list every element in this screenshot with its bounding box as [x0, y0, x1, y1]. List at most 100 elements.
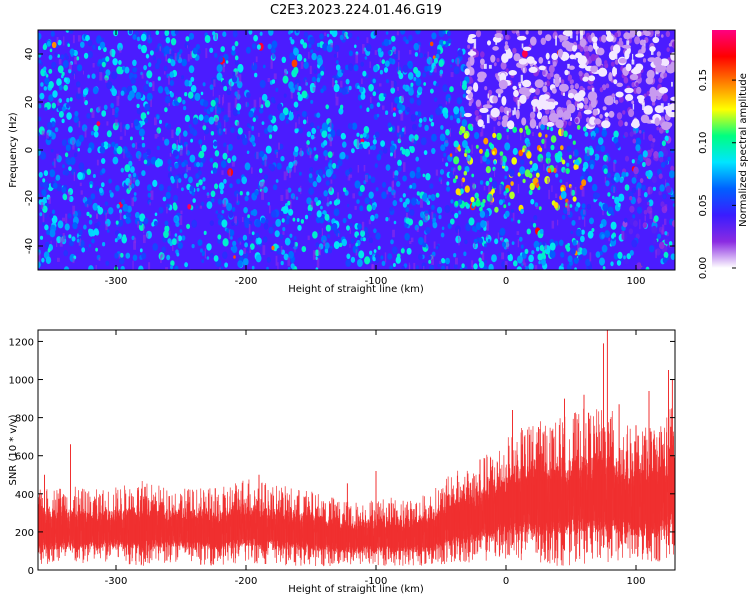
spectrogram-cell: [42, 178, 46, 183]
spectrogram-cell: [485, 158, 491, 165]
spectrogram-cell: [140, 33, 147, 42]
spectrogram-cell: [159, 119, 162, 124]
spectrogram-cell: [354, 205, 357, 210]
spectrogram-cell: [417, 200, 420, 205]
spectrogram-cell: [313, 147, 317, 151]
spectrogram-cell: [449, 64, 453, 68]
spectrogram-cell: [55, 174, 61, 181]
spectrogram-cell: [661, 34, 664, 38]
spectrogram-cell: [463, 132, 469, 139]
spectrogram-cell: [202, 185, 206, 190]
spectrogram-cell: [632, 53, 634, 62]
spectrogram-cell: [357, 259, 363, 267]
spectrogram-cell: [203, 114, 210, 123]
spectrogram-cell: [661, 140, 667, 147]
spectrogram-cell: [479, 148, 483, 154]
spectrogram-cell: [338, 107, 344, 115]
spectrogram-cell: [315, 267, 319, 270]
spectrogram-cell: [184, 79, 190, 87]
spectrogram-cell: [584, 217, 586, 227]
spectrogram-cell: [454, 212, 459, 219]
spectrogram-cell: [192, 47, 198, 55]
spectrogram-cell: [480, 155, 483, 164]
spectrogram-cell: [316, 42, 321, 48]
spectrogram-cell: [263, 186, 268, 193]
spectrogram-cell: [635, 63, 644, 71]
spectrogram-cell: [501, 238, 504, 242]
spectrogram-cell: [613, 137, 619, 144]
spectrogram-cell: [125, 123, 130, 130]
spectrogram-cell: [476, 197, 480, 202]
spectrogram-cell: [372, 256, 376, 262]
spectrogram-cell: [418, 237, 424, 245]
spectrogram-cell: [468, 101, 472, 107]
spectrogram-cell: [69, 156, 76, 166]
spectrogram-cell: [504, 175, 508, 180]
spectrogram-cell: [308, 43, 312, 49]
spectrogram-cell: [464, 68, 470, 76]
spectrogram-cell: [370, 214, 375, 222]
spectrogram-cell: [165, 191, 171, 199]
spectrogram-cell: [196, 187, 200, 192]
spectrogram-cell: [251, 125, 255, 130]
spectrogram-cell: [541, 258, 546, 266]
spectrogram-cell: [601, 120, 611, 129]
spectrogram-cell: [213, 255, 219, 262]
spectrogram-cell: [122, 65, 126, 71]
spectrogram-cell: [449, 86, 454, 93]
spectrogram-cell: [483, 137, 489, 145]
spectrogram-cell: [383, 67, 389, 73]
spectrogram-cell: [109, 192, 114, 198]
spectrogram-cell: [223, 85, 228, 92]
spectrogram-cell: [40, 182, 44, 188]
snr-marks: [38, 330, 675, 567]
spectrogram-cell: [244, 162, 251, 171]
spectrogram-cell: [175, 96, 178, 101]
spectrogram-cell: [505, 193, 507, 199]
spectrogram-cell: [534, 265, 538, 270]
spectrogram-cell: [436, 206, 443, 214]
spectrogram-cell: [599, 87, 604, 93]
spectrogram-cell: [629, 205, 635, 213]
spectrogram-cell: [356, 199, 360, 204]
spectrogram-cell: [137, 44, 142, 50]
spectrogram-cell: [397, 159, 402, 167]
spectrogram-cell: [504, 44, 509, 50]
spectrogram-cell: [408, 34, 413, 42]
spectrogram-cell: [300, 39, 305, 45]
spectrogram-cell: [170, 167, 172, 172]
spectrogram-cell: [335, 60, 339, 65]
spectrogram-cell: [174, 265, 179, 270]
spectrogram-cell: [365, 174, 368, 183]
spectrogram-cell: [293, 66, 299, 75]
spectrogram-cell: [368, 149, 371, 155]
spectrogram-cell: [58, 110, 64, 118]
spectrogram-cell: [181, 161, 186, 168]
spectrogram-cell: [99, 72, 103, 81]
spectrogram-cell: [265, 219, 269, 224]
spectrogram-cell: [649, 86, 657, 96]
spectrogram-cell: [469, 126, 474, 132]
spectrogram-cell: [69, 97, 73, 102]
spectrogram-cell: [652, 238, 658, 245]
spectrogram-cell: [111, 71, 118, 80]
spectrogram-cell: [454, 200, 459, 207]
spectrogram-cell: [593, 118, 601, 125]
spectrogram-cell: [145, 80, 149, 85]
spectrogram-cell: [287, 267, 291, 270]
spectrogram-cell: [77, 87, 81, 94]
spectrogram-cell: [457, 165, 462, 171]
spectrogram-cell: [385, 110, 389, 115]
spectrogram-cell: [297, 85, 302, 91]
spectrogram-cell: [513, 89, 519, 98]
spectrogram-cell: [319, 33, 324, 40]
spectrogram-cell: [294, 128, 299, 134]
spectrogram-cell: [360, 230, 366, 237]
spectrogram-cell: [553, 101, 559, 106]
spectrogram-cell: [199, 162, 204, 168]
spectrogram-cell: [520, 208, 524, 215]
spectrogram-cell: [62, 217, 65, 222]
spectrogram-cell: [38, 171, 43, 178]
spectrogram-cell: [563, 169, 567, 173]
spectrogram-cell: [555, 154, 562, 163]
